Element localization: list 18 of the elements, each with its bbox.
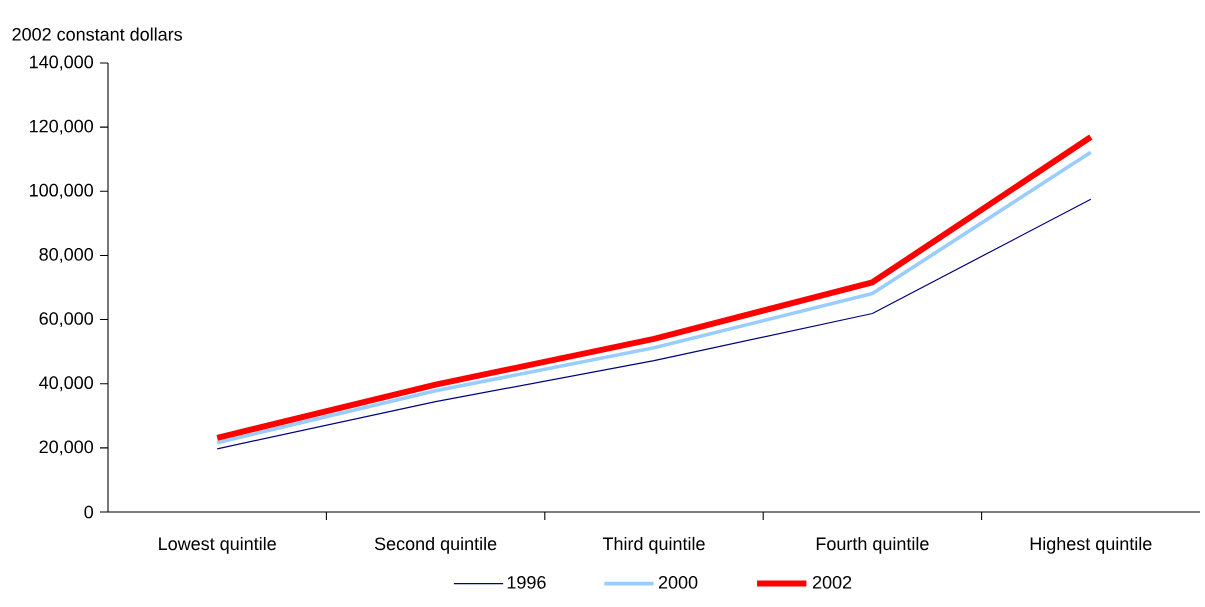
y-tick-label: 140,000: [30, 55, 94, 71]
y-tick-label: 120,000: [30, 119, 94, 135]
legend-label: 1996: [507, 575, 546, 589]
legend-label: 2000: [658, 575, 698, 589]
x-tick-label: Highest quintile: [1030, 536, 1152, 554]
y-tick-label: 0: [84, 505, 94, 519]
line-series: [216, 198, 1092, 450]
x-tick-label: Third quintile: [602, 536, 705, 554]
y-tick-label: 20,000: [39, 440, 94, 456]
y-tick-label: 40,000: [39, 376, 94, 392]
y-axis-title: 2002 constant dollars: [12, 27, 183, 41]
x-tick-label: Fourth quintile: [816, 536, 929, 554]
y-tick-label: 100,000: [30, 183, 94, 199]
y-tick-label: 80,000: [39, 247, 94, 263]
x-tick-label: Second quintile: [374, 536, 497, 554]
x-tick-label: Lowest quintile: [159, 536, 276, 554]
legend-label: 2002: [812, 575, 852, 589]
y-tick-label: 60,000: [39, 312, 94, 327]
